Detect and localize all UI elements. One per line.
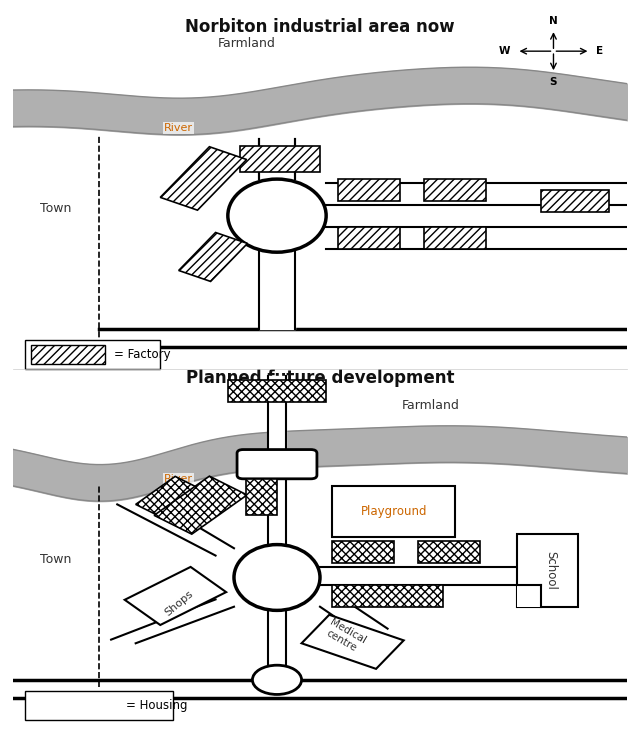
Bar [424,227,486,249]
Text: N: N [549,15,558,26]
Bar [31,346,105,364]
Ellipse shape [234,545,320,610]
Bar [339,179,400,201]
Ellipse shape [252,559,301,596]
Text: Medical
centre: Medical centre [322,617,367,655]
Bar [25,340,160,369]
Text: Norbiton industrial area now: Norbiton industrial area now [185,18,455,37]
FancyBboxPatch shape [237,450,317,479]
Bar [160,147,246,211]
Bar [136,477,198,516]
Text: S: S [550,77,557,87]
Text: Planned future development: Planned future development [186,369,454,387]
Bar [240,146,320,172]
Circle shape [252,665,301,694]
Bar [424,179,486,201]
Circle shape [264,672,291,688]
Ellipse shape [228,179,326,252]
Text: Town: Town [40,553,72,566]
Text: River: River [164,474,193,484]
Bar [301,615,404,669]
Bar [125,567,226,625]
Bar [419,541,480,563]
Bar [31,696,117,715]
Text: Farmland: Farmland [218,37,275,50]
Text: Town: Town [40,202,72,215]
Bar [332,541,394,563]
Text: = Factory: = Factory [114,348,171,361]
Bar [228,380,326,402]
Text: Farmland: Farmland [402,399,460,412]
Bar [516,585,541,607]
Bar [516,534,578,607]
Bar [339,227,400,249]
Text: Playground: Playground [360,505,427,518]
Text: W: W [499,46,511,56]
Bar [25,691,173,720]
Text: School: School [544,550,557,590]
Bar [541,190,609,212]
Bar [332,585,443,607]
Bar [332,486,455,537]
Bar [154,476,247,534]
Text: E: E [596,46,604,56]
Text: Shops: Shops [163,588,195,618]
Ellipse shape [250,196,305,235]
Bar [179,232,248,281]
Text: = Housing: = Housing [127,699,188,712]
Bar [246,479,277,515]
Text: River: River [164,123,193,133]
